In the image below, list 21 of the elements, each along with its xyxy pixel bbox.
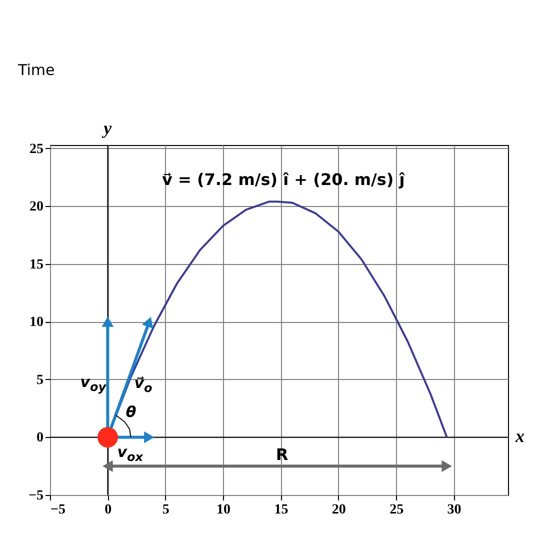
y-tick-label: 5 [36,372,44,388]
text: Time [17,61,55,79]
x-tick-label: 10 [216,502,231,518]
x-tick-label: 25 [390,502,404,518]
y-tick-label: −5 [28,488,44,504]
y-tick-label: 10 [30,315,44,330]
y-axis-title: y [102,118,113,138]
x-tick-label: 20 [332,502,346,518]
x-tick-label: −5 [50,502,66,518]
x-tick-label: 15 [274,502,288,518]
annotation: θ [126,403,136,421]
x-tick-label: 30 [447,502,462,518]
x-tick-label: 5 [162,502,170,518]
y-tick-label: 15 [30,257,44,272]
annotation: R [276,445,288,464]
annotation: v⃗ = (7.2 m/s) î + (20. m/s) ĵ [162,170,406,189]
x-tick-label: 0 [104,502,112,518]
y-tick-label: 20 [30,200,44,215]
y-tick-label: 0 [36,430,44,446]
x-axis-title: x [514,426,524,446]
y-tick-label: 25 [30,142,44,157]
